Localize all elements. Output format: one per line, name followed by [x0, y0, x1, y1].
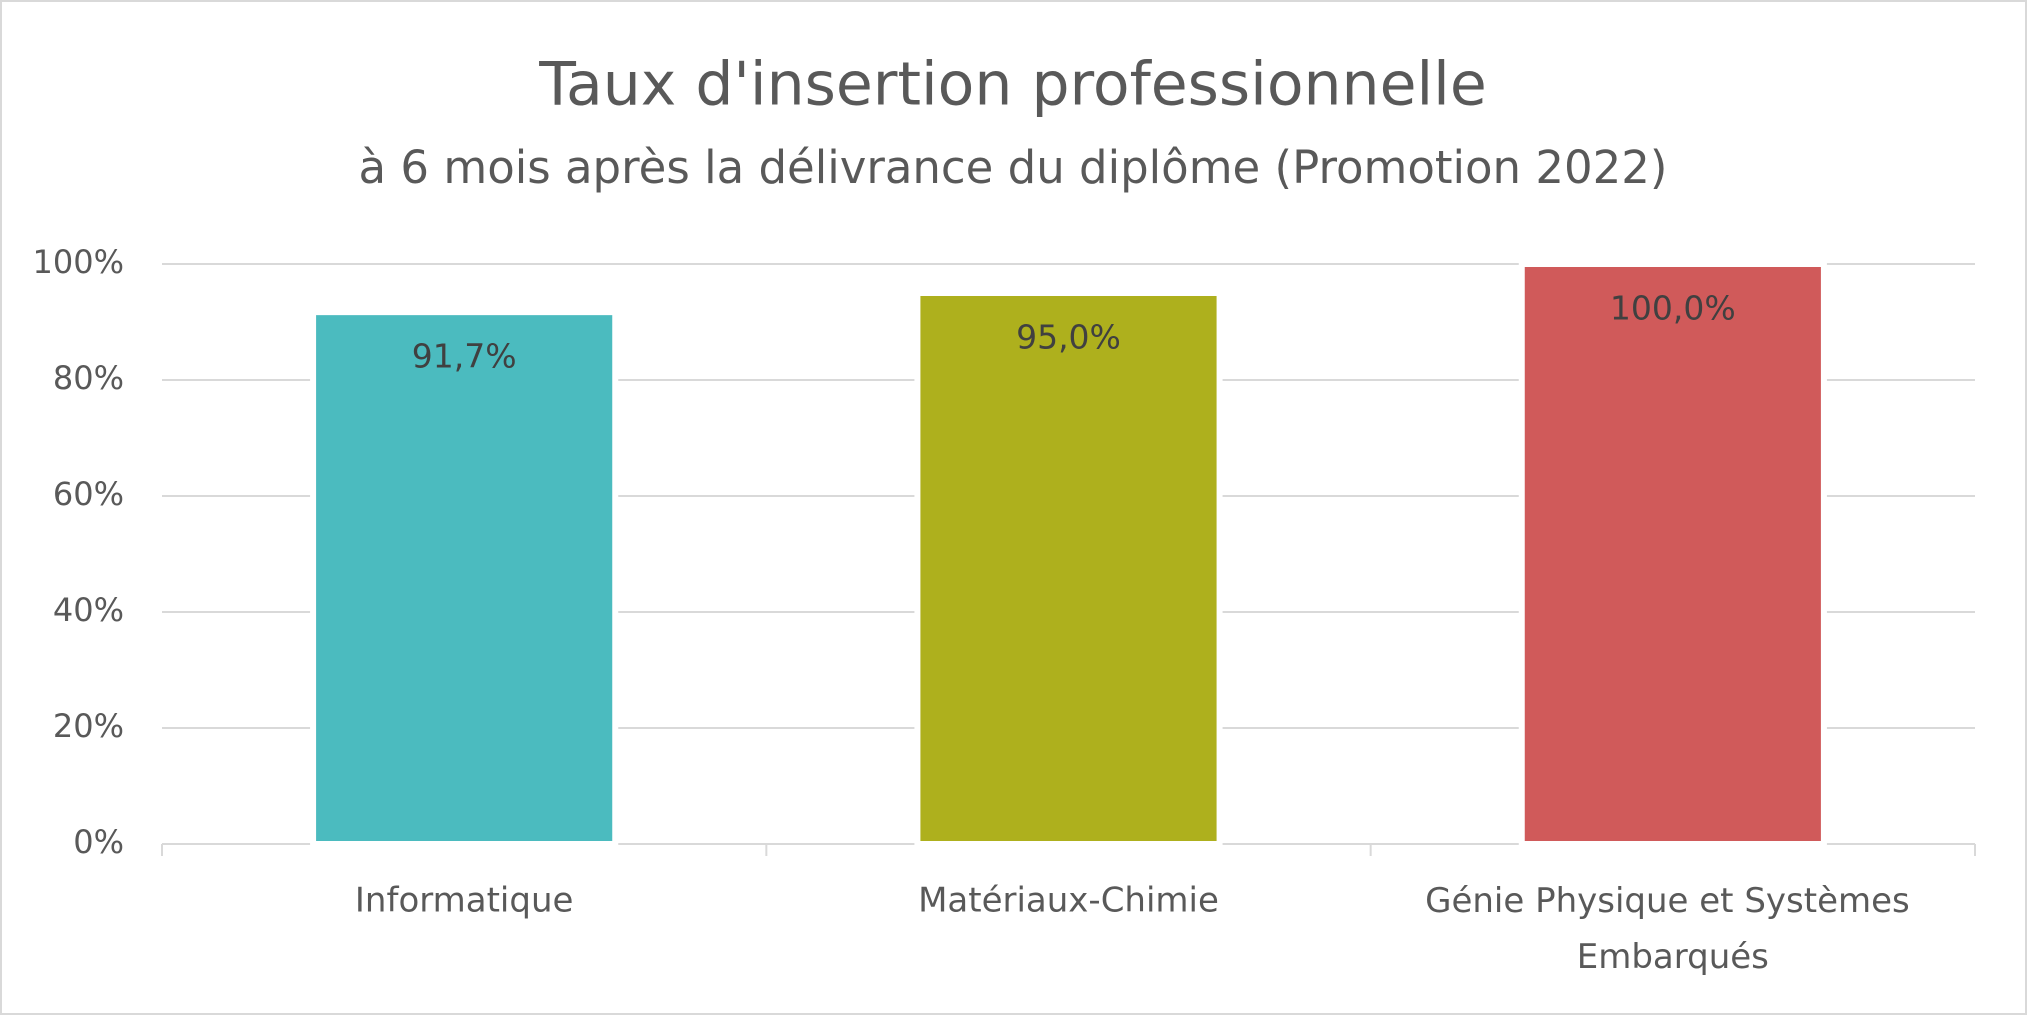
y-tick-label: 40% [53, 591, 124, 629]
y-tick-label: 20% [53, 707, 124, 745]
chart-title: Taux d'insertion professionnelle [538, 50, 1487, 120]
chart-subtitle: à 6 mois après la délivrance du diplôme … [359, 141, 1668, 194]
bar [310, 309, 619, 847]
x-tick-label: Informatique [355, 881, 574, 921]
x-tick-label: Matériaux-Chimie [918, 881, 1219, 921]
bar [1518, 261, 1827, 847]
data-label: 91,7% [412, 337, 517, 376]
y-tick-label: 80% [53, 359, 124, 397]
y-tick-label: 0% [73, 823, 124, 861]
data-label: 95,0% [1016, 318, 1121, 357]
bar [914, 290, 1223, 847]
y-tick-label: 100% [33, 243, 124, 281]
y-tick-label: 60% [53, 475, 124, 513]
data-label: 100,0% [1610, 289, 1736, 328]
x-tick-label: Génie Physique et Systèmes Embarqués [1425, 881, 1920, 977]
